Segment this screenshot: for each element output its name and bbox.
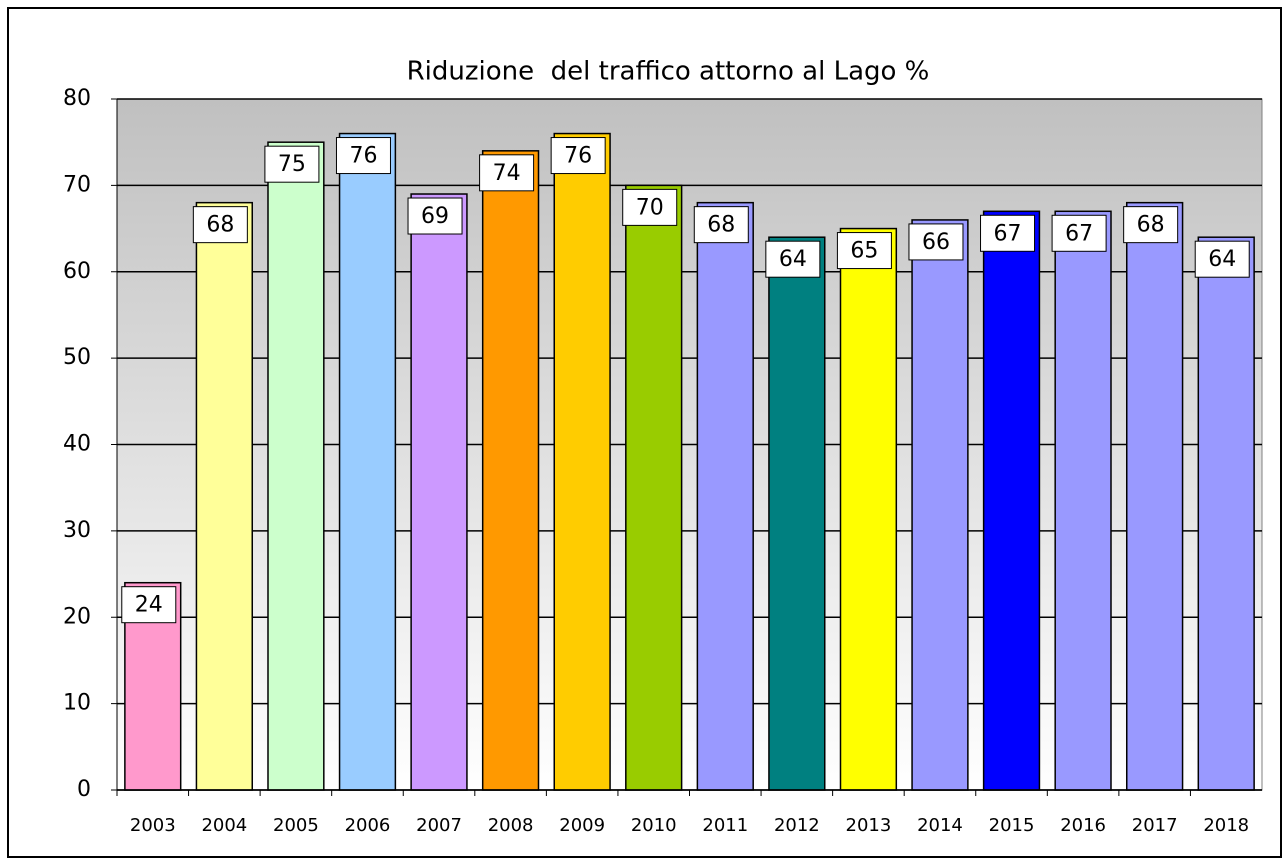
data-label-box [192, 206, 248, 244]
data-label: 70 [636, 195, 664, 220]
data-label: 24 [135, 593, 163, 618]
x-tick-label: 2004 [201, 815, 247, 836]
bar [625, 184, 683, 791]
x-tick-label: 2016 [1060, 815, 1106, 836]
bar [195, 201, 254, 791]
data-label-box [121, 586, 177, 624]
data-label-box [908, 223, 964, 261]
data-label: 69 [421, 204, 449, 229]
bar [1197, 236, 1255, 791]
data-label-box [980, 214, 1036, 252]
data-label-box [264, 145, 320, 183]
y-tick-label: 20 [63, 604, 91, 629]
bar [839, 227, 898, 791]
x-tick-label: 2011 [702, 815, 748, 836]
x-tick-label: 2017 [1132, 815, 1178, 836]
data-label-box [1123, 206, 1179, 244]
bar [1054, 210, 1112, 791]
bar [1125, 201, 1184, 791]
x-tick-label: 2008 [488, 815, 534, 836]
data-label: 68 [707, 213, 735, 238]
bar [768, 236, 826, 791]
y-tick-label: 30 [63, 518, 91, 543]
data-label: 64 [779, 247, 807, 272]
x-tick-label: 2009 [559, 815, 605, 836]
data-label: 68 [1137, 213, 1165, 238]
data-label: 76 [564, 144, 592, 169]
bar [338, 132, 397, 791]
data-label-box [836, 232, 892, 270]
data-label: 68 [206, 213, 234, 238]
y-tick-label: 50 [63, 345, 91, 370]
bar [481, 150, 540, 791]
x-tick-label: 2018 [1203, 815, 1249, 836]
x-tick-label: 2010 [631, 815, 677, 836]
x-tick-label: 2015 [989, 815, 1035, 836]
chart-title: Riduzione del traffico attorno al Lago % [407, 57, 930, 87]
y-tick-label: 70 [63, 172, 91, 197]
bar [410, 193, 468, 791]
bar [696, 201, 754, 791]
x-tick-label: 2013 [846, 815, 892, 836]
x-tick-label: 2003 [130, 815, 176, 836]
data-label-box [765, 240, 821, 278]
bar [267, 141, 325, 791]
y-tick-label: 40 [63, 432, 91, 457]
data-label-box [1194, 240, 1250, 278]
data-label: 64 [1208, 247, 1236, 272]
x-tick-label: 2005 [273, 815, 319, 836]
y-tick-label: 10 [63, 691, 91, 716]
data-label: 65 [850, 239, 878, 264]
bar [553, 132, 611, 791]
data-label-box [335, 137, 391, 175]
y-tick-label: 80 [63, 86, 91, 111]
data-label-box [479, 154, 535, 192]
x-tick-label: 2007 [416, 815, 462, 836]
data-label-box [622, 188, 678, 226]
y-tick-label: 0 [77, 777, 91, 802]
y-tick-label: 60 [63, 259, 91, 284]
data-label-box [1051, 214, 1107, 252]
data-label: 66 [922, 230, 950, 255]
data-label: 76 [349, 144, 377, 169]
x-tick-label: 2006 [345, 815, 391, 836]
data-label-box [693, 206, 749, 244]
data-label-box [550, 137, 606, 175]
bar [911, 219, 969, 791]
data-label: 74 [493, 161, 521, 186]
x-tick-label: 2012 [774, 815, 820, 836]
data-label: 67 [994, 221, 1022, 246]
data-label: 67 [1065, 221, 1093, 246]
data-label-box [407, 197, 463, 235]
data-label: 75 [278, 152, 306, 177]
bar [982, 210, 1041, 791]
x-tick-label: 2014 [917, 815, 963, 836]
